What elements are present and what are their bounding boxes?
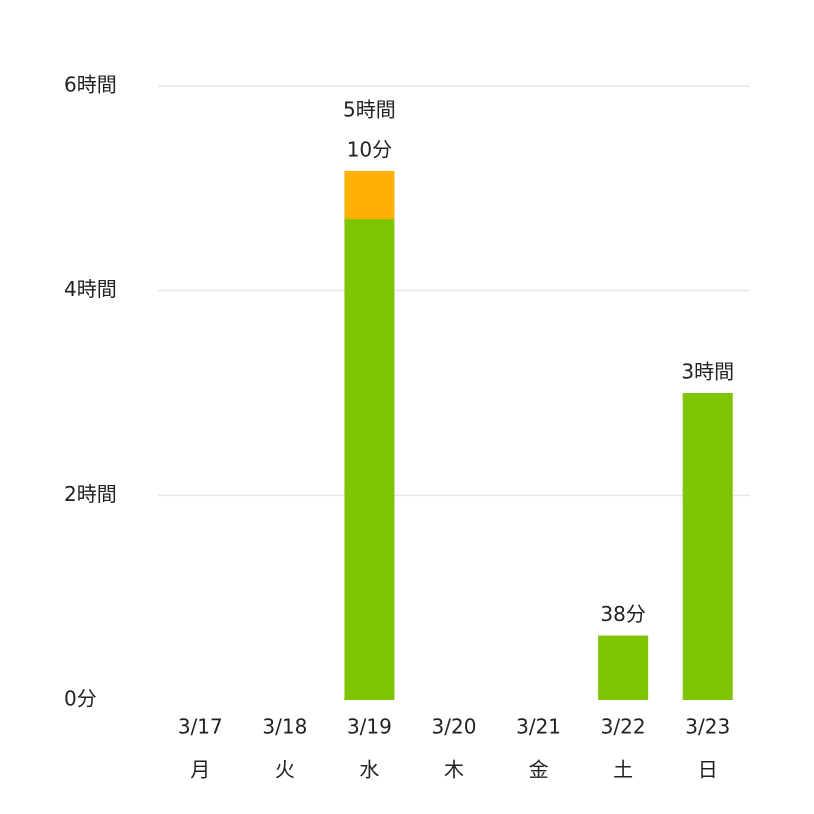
x-tick-label: 3/19 — [347, 715, 392, 739]
x-tick-label: 3/21 — [516, 715, 561, 739]
total-label: 3時間 — [681, 360, 734, 384]
bar-segment — [598, 635, 649, 700]
total-label: 5時間 10分 — [343, 97, 396, 161]
x-tick-sublabel: 土 — [613, 758, 633, 782]
total-label-line: 10分 — [347, 137, 392, 161]
x-tick-sublabel: 水 — [359, 758, 379, 782]
total-label: 38分 — [600, 602, 645, 626]
x-tick-label: 3/18 — [262, 715, 307, 739]
bar-segment — [344, 170, 395, 220]
x-tick-label: 3/23 — [685, 715, 730, 739]
y-tick-label: 2時間 — [64, 482, 117, 506]
total-label-line: 3時間 — [681, 360, 734, 384]
x-tick-sublabel: 月 — [190, 758, 210, 782]
x-tick-label: 3/22 — [601, 715, 646, 739]
y-tick-label: 4時間 — [64, 277, 117, 301]
x-tick-sublabel: 火 — [275, 758, 295, 782]
x-tick-sublabel: 木 — [444, 758, 464, 782]
x-tick-sublabel: 金 — [529, 758, 549, 782]
bar-segment — [344, 219, 395, 701]
y-tick-label: 0分 — [64, 687, 97, 711]
bar-segment — [682, 393, 733, 700]
x-tick-label: 3/17 — [178, 715, 223, 739]
total-label-line: 5時間 — [343, 97, 396, 121]
total-label-line: 38分 — [600, 602, 645, 626]
y-tick-label: 6時間 — [64, 73, 117, 97]
x-tick-label: 3/20 — [432, 715, 477, 739]
x-tick-sublabel: 日 — [698, 758, 718, 782]
